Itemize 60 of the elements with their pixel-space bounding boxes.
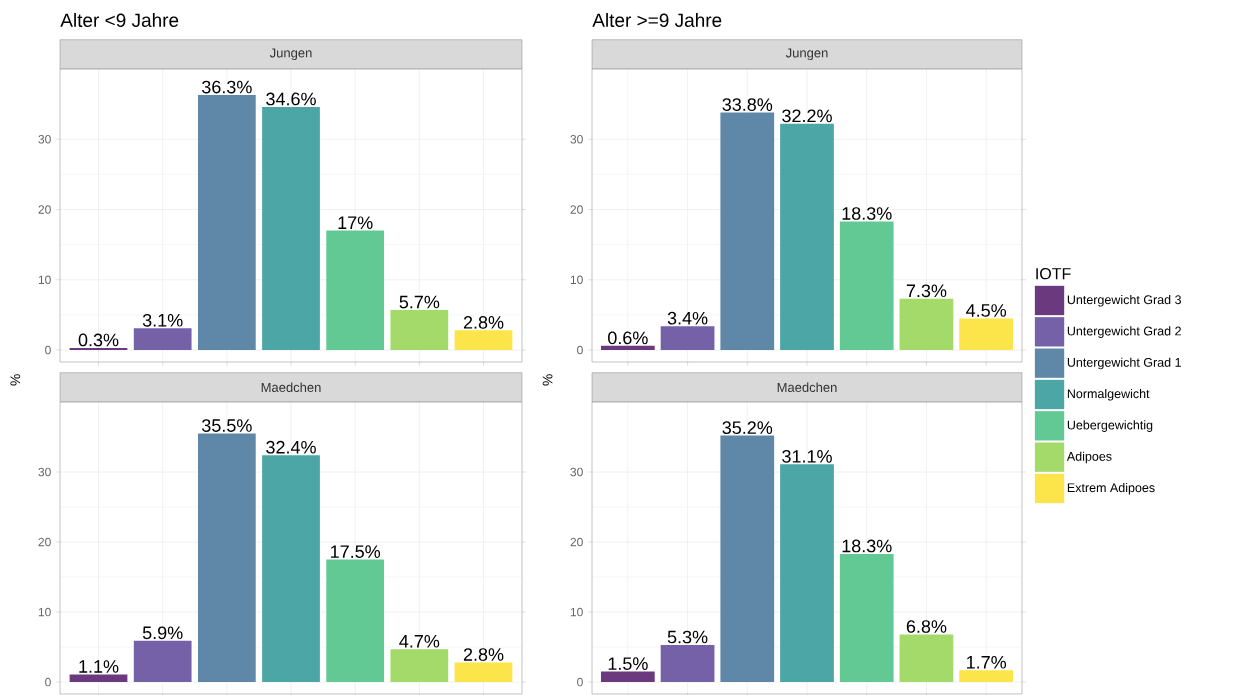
- chart-subtitle: Maedchen: [261, 382, 321, 392]
- data-label: 32.2%: [782, 109, 832, 123]
- data-label: 17.5%: [331, 545, 381, 558]
- data-label: 17%: [338, 216, 373, 229]
- legend-label: Uebergewichtig: [1067, 420, 1153, 432]
- data-label: 36.3%: [202, 80, 252, 94]
- y-tick-label: 10: [38, 607, 51, 617]
- data-label: 5.9%: [142, 626, 183, 640]
- data-label: 35.2%: [722, 421, 773, 434]
- y-tick-label: 20: [570, 205, 583, 214]
- legend-title: IOTF: [1036, 267, 1071, 280]
- y-tick-label: 30: [38, 135, 51, 144]
- legend-label: Untergewicht Grad 2: [1067, 326, 1181, 338]
- data-label: 35.5%: [202, 419, 252, 432]
- chart-subtitle: Jungen: [269, 48, 312, 61]
- chart-title: Alter <9 Jahre: [60, 13, 179, 27]
- y-tick-label: 0: [577, 677, 583, 687]
- y-axis-title: %: [10, 374, 21, 386]
- legend-label: Untergewicht Grad 3: [1067, 294, 1181, 307]
- y-tick-label: 20: [570, 537, 583, 547]
- chart-title: Alter >=9 Jahre: [592, 13, 722, 27]
- y-axis-title: %: [542, 374, 553, 386]
- data-label: 5.3%: [667, 630, 708, 644]
- data-label: 32.4%: [266, 440, 316, 454]
- data-label: 2.8%: [463, 648, 504, 661]
- y-tick-label: 0: [45, 345, 51, 355]
- data-label: 34.6%: [266, 92, 316, 106]
- data-label: 2.8%: [463, 316, 504, 329]
- y-tick-label: 10: [570, 275, 583, 285]
- legend-label: Adipoes: [1066, 451, 1112, 464]
- data-label: 1.1%: [79, 660, 119, 673]
- data-label: 4.5%: [966, 304, 1007, 317]
- chart-subtitle: Maedchen: [777, 382, 837, 392]
- y-tick-label: 0: [45, 677, 51, 687]
- data-label: 18.3%: [842, 207, 892, 220]
- legend-label: Untergewicht Grad 1: [1067, 357, 1181, 370]
- legend-label: Normalgewicht: [1067, 388, 1150, 401]
- data-label: 0.6%: [608, 331, 648, 345]
- data-label: 5.7%: [399, 295, 440, 309]
- data-label: 7.3%: [906, 284, 947, 298]
- y-tick-label: 30: [570, 467, 583, 477]
- data-label: 33.8%: [722, 98, 773, 111]
- data-label: 31.1%: [782, 449, 832, 463]
- y-tick-label: 30: [570, 135, 583, 144]
- y-tick-label: 20: [38, 205, 51, 214]
- y-tick-label: 30: [38, 467, 51, 477]
- data-label: 1.7%: [967, 656, 1007, 669]
- data-label: 18.3%: [842, 539, 892, 553]
- data-label: 4.7%: [399, 634, 440, 648]
- y-tick-label: 10: [570, 607, 583, 617]
- data-label: 3.4%: [667, 311, 708, 325]
- y-tick-label: 0: [577, 345, 583, 355]
- legend-label: Extrem Adipoes: [1067, 482, 1155, 495]
- y-tick-label: 10: [38, 275, 51, 285]
- chart-subtitle: Jungen: [785, 48, 828, 61]
- y-tick-label: 20: [38, 537, 51, 547]
- data-label: 0.3%: [78, 333, 119, 347]
- data-label: 3.1%: [142, 313, 183, 327]
- data-label: 6.8%: [906, 620, 947, 633]
- data-label: 1.5%: [608, 657, 648, 670]
